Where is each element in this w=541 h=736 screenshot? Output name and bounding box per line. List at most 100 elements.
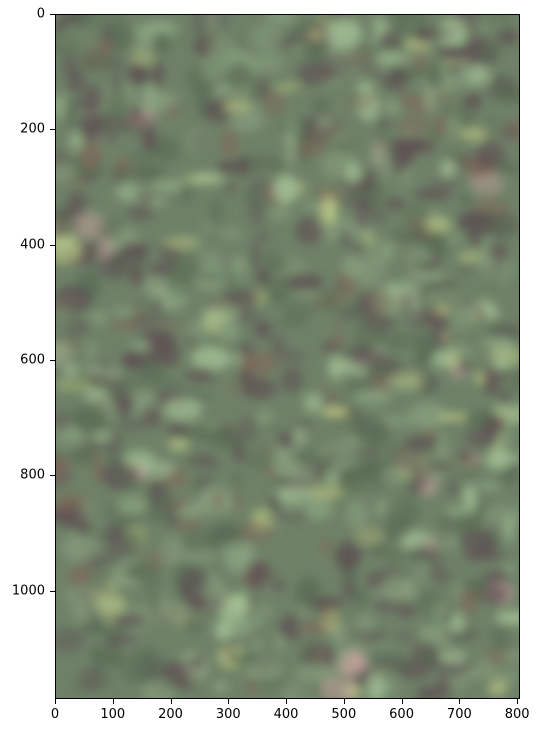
y-tick-label: 200 [20,121,45,137]
texture-blob [201,55,224,81]
texture-blob [132,49,154,67]
texture-blob [414,588,444,611]
texture-blob [325,18,363,49]
texture-blob [237,414,259,443]
texture-blob [272,349,307,364]
texture-blob [200,222,214,232]
texture-blob [131,163,165,181]
texture-blob [125,152,151,163]
texture-blob [477,45,501,59]
texture-blob [319,535,334,559]
texture-blob [424,216,452,234]
texture-blob [191,346,230,371]
texture-blob [277,430,296,452]
texture-blob [456,361,472,372]
texture-blob [56,284,92,313]
texture-blob [58,15,87,24]
texture-blob [457,451,467,465]
x-tick-label: 0 [50,707,60,722]
texture-blob [495,610,519,625]
texture-blob [215,621,234,642]
texture-blob [476,497,486,521]
texture-blob [493,86,519,103]
texture-blob [334,540,361,571]
texture-blob [294,420,315,430]
texture-blob [461,97,483,111]
texture-blob [483,415,500,438]
texture-blob [414,187,453,201]
texture-blob [124,563,149,580]
texture-blob [411,50,430,71]
texture-blob [319,52,352,80]
texture-blob [61,536,100,562]
texture-blob [136,355,161,370]
texture-blob [439,649,468,665]
x-tick-mark [343,699,345,704]
texture-blob [154,602,192,620]
texture-blob [336,643,348,669]
texture-blob [342,436,362,446]
texture-blob [307,485,345,499]
texture-blob [314,460,334,469]
texture-blob [180,174,216,183]
texture-blob [184,615,198,630]
texture-blob [303,40,329,63]
texture-blob [479,250,496,267]
y-tick-label: 600 [20,352,45,368]
texture-blob [339,229,350,249]
texture-blob [480,585,510,604]
texture-blob [423,375,436,395]
texture-blob [460,191,472,208]
texture-blob [281,115,307,138]
texture-blob [469,173,505,195]
texture-blob [381,15,410,30]
texture-blob [496,29,519,45]
texture-blob [274,512,309,521]
texture-blob [250,242,262,270]
texture-blob [118,243,148,269]
texture-blob [262,446,278,455]
texture-blob [321,406,349,418]
texture-blob [384,497,421,527]
texture-blob [370,149,384,165]
texture-blob [219,229,242,239]
texture-blob [225,551,252,574]
texture-blob [367,648,403,663]
texture-blob [178,578,191,598]
texture-blob [188,271,222,281]
texture-blob [284,141,299,166]
texture-blob [418,29,455,38]
texture-blob [441,332,452,340]
texture-blob [128,267,146,289]
x-tick-mark [459,699,461,704]
texture-blob [62,54,76,76]
texture-blob [405,435,442,450]
texture-blob [151,31,171,55]
texture-blob [366,672,386,698]
texture-blob [120,165,131,184]
texture-blob [487,681,507,696]
texture-blob [121,125,137,133]
texture-blob [375,119,388,147]
texture-blob [194,22,209,46]
texture-blob [428,461,458,469]
texture-blob [69,447,99,465]
texture-blob [296,179,307,197]
texture-blob [163,237,202,249]
texture-blob [498,123,519,142]
texture-blob [84,441,118,450]
texture-blob [235,305,258,326]
texture-blob [100,231,113,239]
texture-blob [440,159,456,180]
texture-blob [459,127,486,141]
x-tick-mark [228,699,230,704]
texture-blob [151,60,165,87]
texture-blob [141,366,166,380]
x-tick-label: 700 [446,707,472,722]
texture-blob [193,594,227,614]
texture-blob [377,414,416,427]
texture-blob [216,319,240,343]
texture-blob [151,181,187,191]
texture-blob [247,658,282,681]
texture-blob [164,397,203,422]
